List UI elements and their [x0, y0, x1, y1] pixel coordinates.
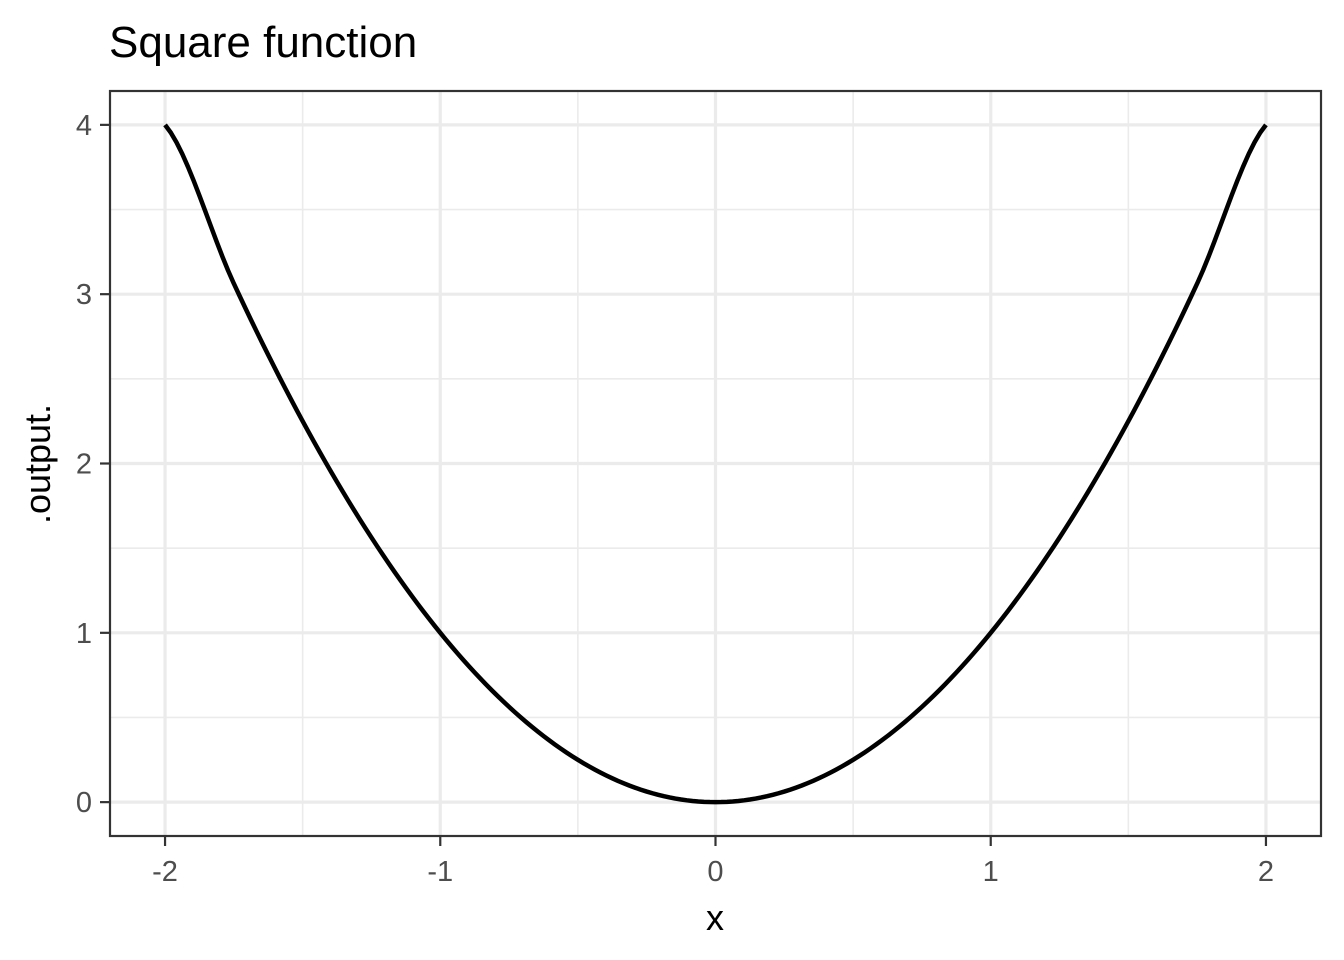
y-axis-title: .output.	[17, 404, 58, 524]
y-tick-label: 2	[76, 449, 92, 481]
y-tick-label: 1	[76, 618, 92, 650]
x-axis: -2 -1 0 1 2	[152, 836, 1274, 888]
y-axis: 0 1 2 3 4	[76, 110, 110, 819]
series-line	[163, 123, 1268, 805]
y-tick-label: 3	[76, 279, 92, 311]
chart-title: Square function	[109, 18, 417, 67]
x-axis-title: x	[706, 897, 724, 938]
x-tick-label: 1	[983, 856, 999, 888]
y-tick-label: 4	[76, 110, 92, 142]
series-layer	[163, 123, 1268, 805]
x-tick-label: -1	[427, 856, 453, 888]
x-tick-label: 2	[1258, 856, 1274, 888]
x-tick-label: -2	[152, 856, 178, 888]
x-tick-label: 0	[707, 856, 723, 888]
grid	[110, 91, 1321, 836]
y-tick-label: 0	[76, 787, 92, 819]
